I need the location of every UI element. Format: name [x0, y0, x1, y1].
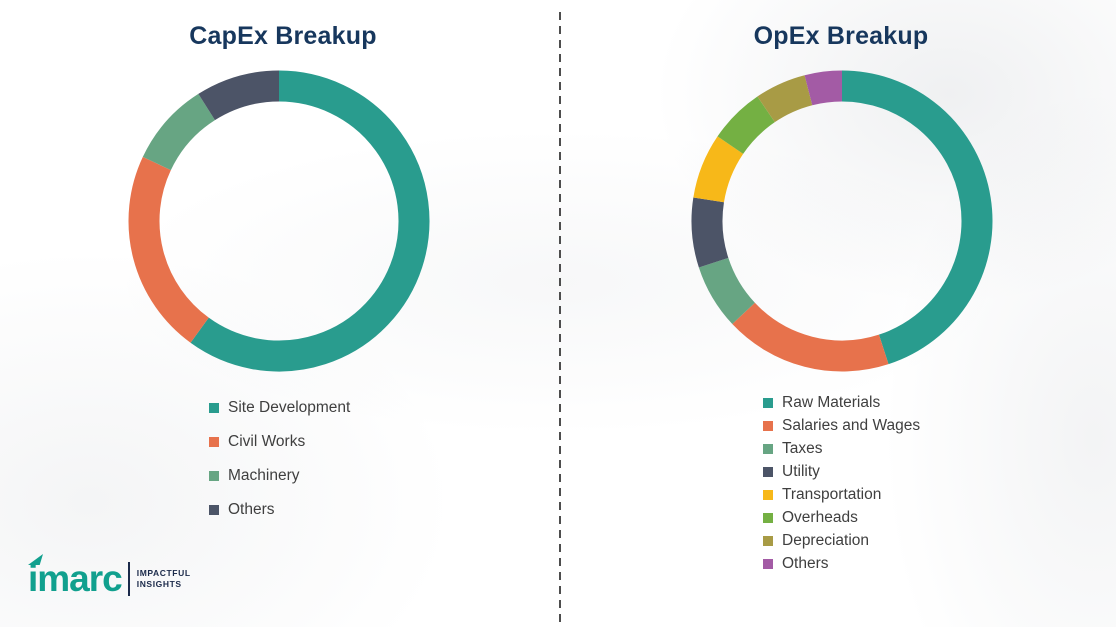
donut-segment-transportation: [693, 136, 744, 203]
imarc-wordmark: imarc: [28, 558, 123, 599]
donut-segment-overheads: [717, 96, 776, 155]
legend-item-overheads: Overheads: [763, 506, 920, 529]
legend-label: Others: [228, 501, 275, 518]
legend-marker: [763, 397, 773, 408]
capex-donut-chart: [128, 70, 430, 372]
legend-marker: [209, 403, 219, 413]
opex-legend: Raw Materials Salaries and Wages Taxes Util…: [763, 391, 920, 575]
legend-item-taxes: Taxes: [763, 437, 920, 460]
legend-marker: [763, 558, 773, 569]
legend-marker: [763, 535, 773, 546]
donut-segment-others: [804, 70, 843, 106]
imarc-wordmark-wrap: imarc: [28, 554, 123, 599]
legend-label: Raw Materials: [782, 393, 881, 411]
legend-item-others: Others: [763, 552, 920, 575]
legend-marker: [763, 420, 773, 431]
donut-segment-depreciation: [757, 75, 813, 123]
legend-marker: [763, 489, 773, 500]
opex-donut-chart: [691, 70, 993, 372]
donut-segment-site-development: [190, 70, 430, 372]
capex-chart-title: CapEx Breakup: [189, 22, 377, 50]
legend-label: Depreciation: [782, 531, 870, 549]
imarc-leaf-icon: [28, 554, 43, 565]
legend-item-civil-works: Civil Works: [209, 425, 350, 459]
legend-marker: [209, 471, 219, 481]
legend-marker: [209, 437, 219, 447]
legend-item-raw-materials: Raw Materials: [763, 391, 920, 414]
legend-label: Overheads: [782, 508, 858, 526]
legend-label: Salaries and Wages: [782, 416, 921, 434]
legend-item-utility: Utility: [763, 460, 920, 483]
logo-tagline-line2: INSIGHTS: [136, 578, 182, 589]
donut-segment-raw-materials: [841, 70, 993, 365]
legend-label: Machinery: [228, 467, 300, 484]
legend-item-machinery: Machinery: [209, 459, 350, 493]
capex-legend: Site Development Civil Works Machinery Othe…: [209, 391, 350, 527]
donut-segment-others: [198, 70, 280, 121]
legend-label: Site Development: [228, 399, 351, 416]
legend-item-others: Others: [209, 493, 350, 527]
logo-tagline: IMPACTFUL INSIGHTS: [137, 569, 191, 588]
donut-segment-utility: [691, 197, 729, 268]
legend-marker: [763, 466, 773, 477]
logo-tagline-line1: IMPACTFUL: [136, 568, 191, 578]
legend-label: Transportation: [782, 485, 882, 503]
legend-item-depreciation: Depreciation: [763, 529, 920, 552]
legend-item-salaries-and-wages: Salaries and Wages: [763, 414, 920, 437]
legend-marker: [209, 505, 219, 515]
legend-marker: [763, 512, 773, 523]
legend-label: Civil Works: [228, 433, 306, 450]
legend-label: Utility: [782, 462, 820, 480]
donut-segment-taxes: [698, 257, 756, 325]
opex-chart-title: OpEx Breakup: [753, 22, 929, 50]
legend-marker: [763, 443, 773, 454]
legend-label: Taxes: [782, 439, 823, 457]
legend-label: Others: [782, 554, 829, 572]
donut-segment-civil-works: [128, 156, 210, 343]
divider-dashed-line: [559, 12, 561, 622]
logo-divider-bar: [127, 561, 130, 596]
imarc-logo: imarc IMPACTFUL INSIGHTS: [28, 554, 191, 599]
donut-segment-salaries-and-wages: [732, 302, 889, 372]
donut-segment-machinery: [142, 93, 216, 171]
legend-item-site-development: Site Development: [209, 391, 350, 425]
legend-item-transportation: Transportation: [763, 483, 920, 506]
